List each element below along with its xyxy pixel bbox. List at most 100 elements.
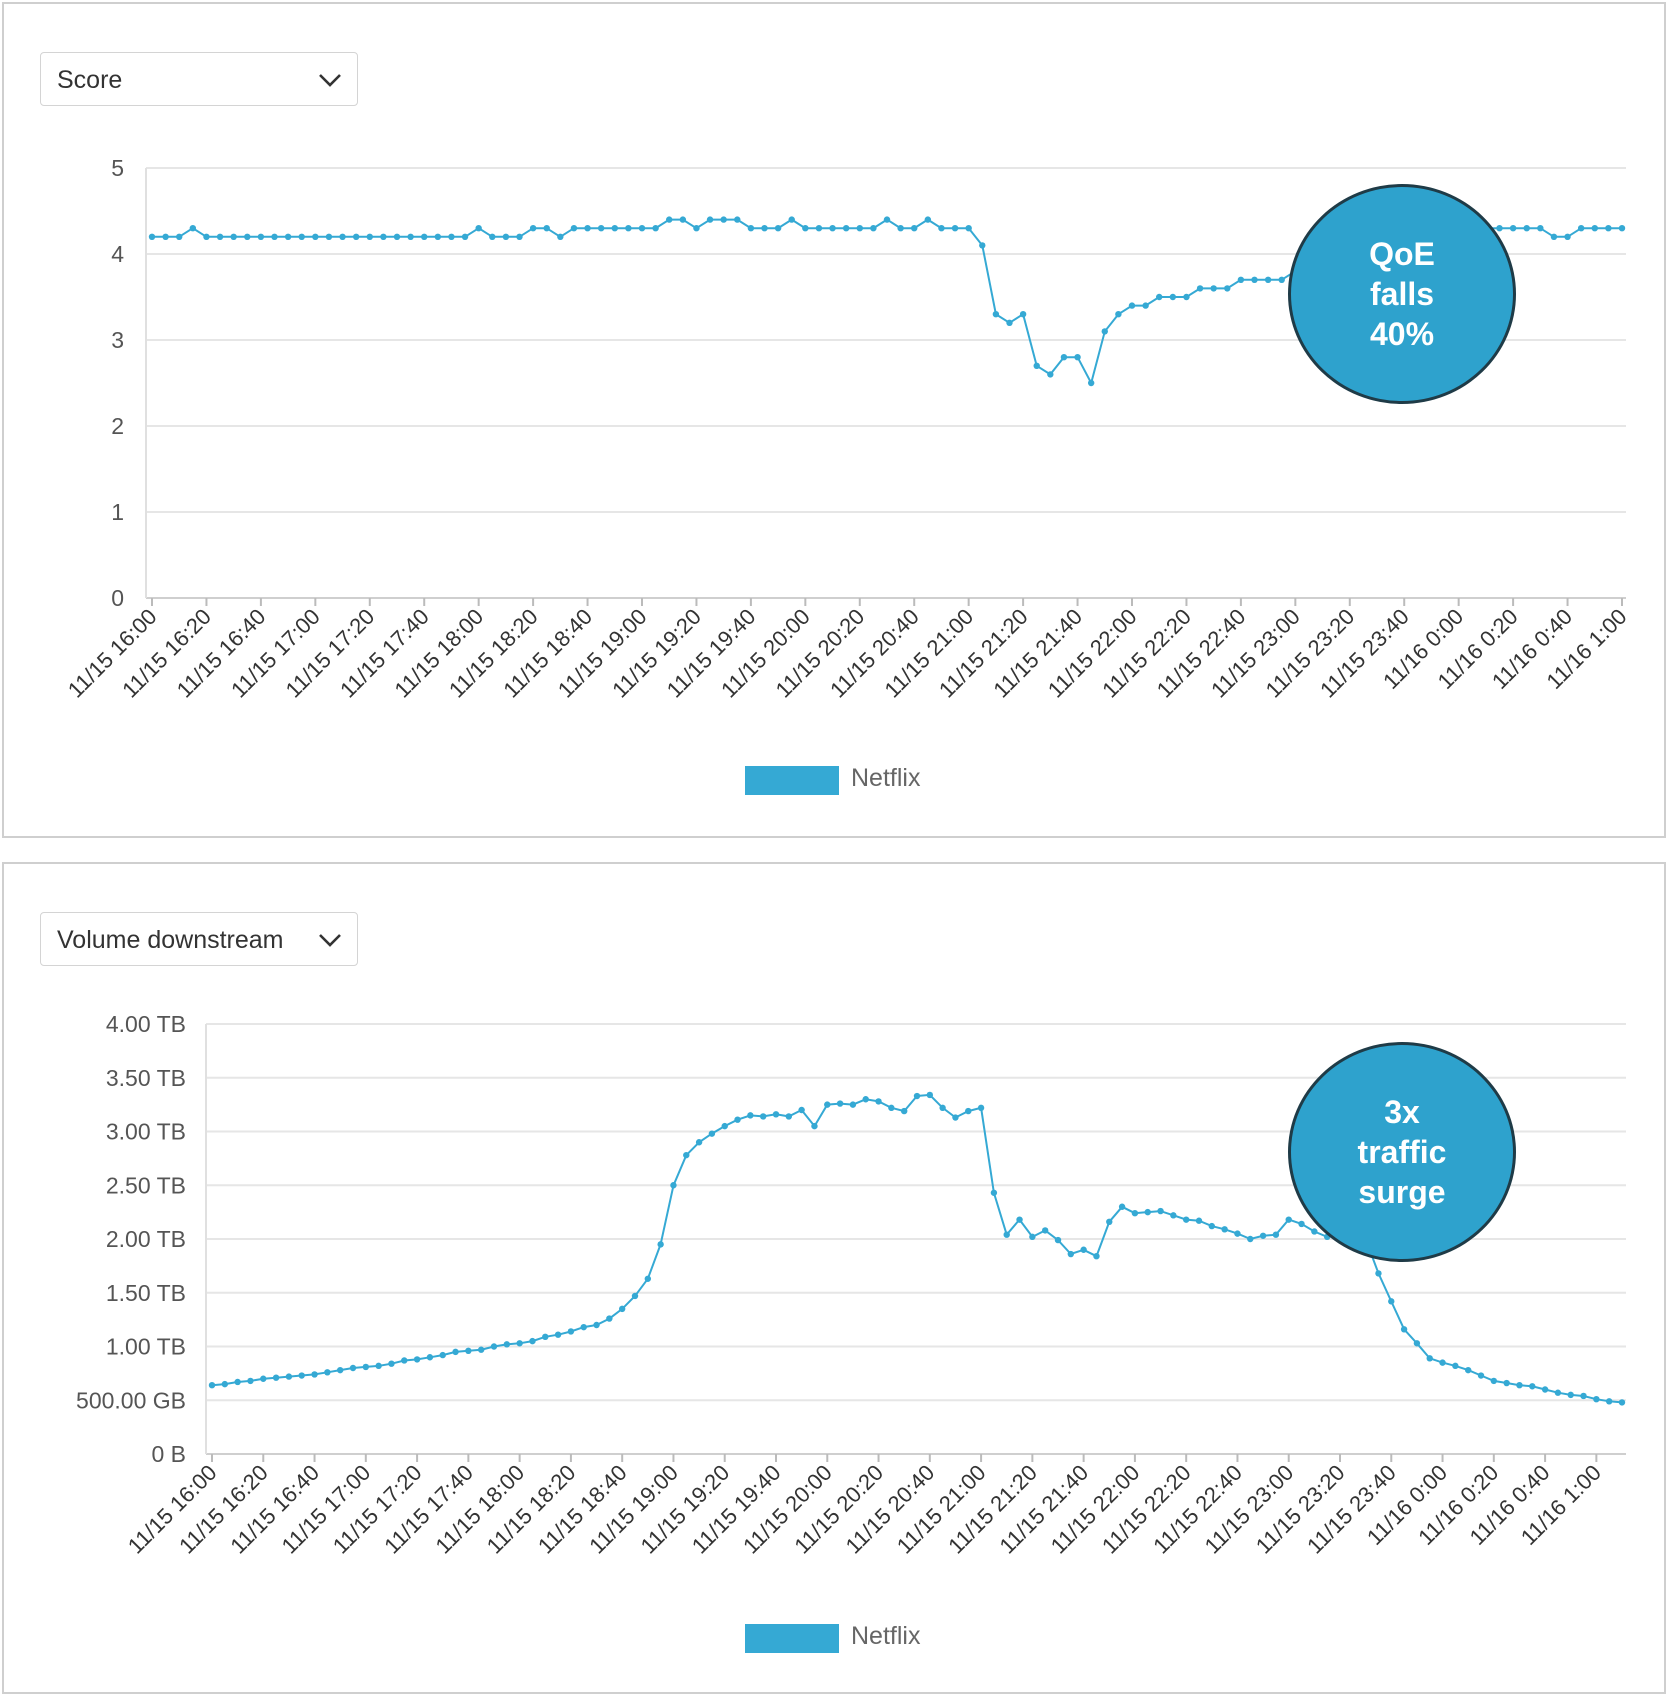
y-tick-label: 2.50 TB bbox=[106, 1172, 186, 1198]
data-point bbox=[706, 216, 714, 223]
data-point bbox=[774, 225, 782, 232]
data-point bbox=[189, 225, 197, 232]
y-tick-label: 4.00 TB bbox=[106, 1011, 186, 1037]
data-point bbox=[413, 1356, 421, 1363]
data-point bbox=[489, 233, 496, 240]
y-tick-label: 3.50 TB bbox=[106, 1065, 186, 1091]
data-point bbox=[1006, 319, 1013, 326]
data-point bbox=[1234, 1230, 1241, 1237]
data-point bbox=[824, 1101, 831, 1108]
data-point bbox=[1016, 1216, 1023, 1223]
data-point bbox=[1118, 1203, 1126, 1210]
data-point bbox=[911, 225, 918, 232]
data-point bbox=[785, 1113, 793, 1120]
data-point bbox=[1580, 1392, 1587, 1400]
data-point bbox=[352, 233, 360, 240]
data-point bbox=[1509, 225, 1517, 232]
data-point bbox=[1237, 276, 1245, 283]
data-point bbox=[631, 1292, 639, 1300]
data-point bbox=[815, 225, 823, 232]
data-point bbox=[1067, 1250, 1075, 1258]
data-point bbox=[913, 1092, 921, 1100]
data-point bbox=[477, 1346, 485, 1353]
data-point bbox=[407, 233, 414, 240]
data-point bbox=[900, 1107, 908, 1115]
data-point bbox=[434, 233, 442, 240]
data-point bbox=[798, 1106, 805, 1114]
data-point bbox=[683, 1151, 690, 1159]
data-point bbox=[490, 1343, 498, 1350]
y-tick-label: 0 bbox=[111, 585, 124, 611]
data-point bbox=[1157, 1207, 1164, 1215]
data-point bbox=[618, 1305, 626, 1313]
data-point bbox=[543, 225, 550, 232]
data-point bbox=[542, 1333, 549, 1341]
data-point bbox=[1593, 1395, 1600, 1403]
data-point bbox=[679, 216, 687, 223]
data-point bbox=[611, 225, 618, 232]
data-point bbox=[1272, 1231, 1280, 1238]
data-point bbox=[759, 1113, 767, 1120]
y-tick-label: 2 bbox=[111, 413, 124, 439]
data-point bbox=[1285, 1216, 1292, 1223]
data-point bbox=[657, 1241, 664, 1248]
data-point bbox=[856, 225, 863, 232]
data-point bbox=[979, 242, 986, 249]
metric-dropdown[interactable]: Score bbox=[40, 52, 358, 106]
data-point bbox=[1251, 276, 1258, 283]
data-point bbox=[503, 1341, 511, 1348]
y-tick-label: 1.00 TB bbox=[106, 1334, 186, 1360]
data-point bbox=[1003, 1231, 1010, 1238]
data-point bbox=[580, 1323, 587, 1331]
data-point bbox=[1019, 311, 1027, 318]
data-point bbox=[1413, 1340, 1421, 1347]
data-point bbox=[216, 233, 224, 240]
data-point bbox=[1537, 225, 1544, 232]
data-point bbox=[870, 225, 877, 232]
data-point bbox=[1264, 276, 1272, 283]
data-point bbox=[862, 1096, 869, 1103]
data-point bbox=[1529, 1383, 1536, 1390]
data-point bbox=[811, 1122, 818, 1130]
data-point bbox=[1496, 225, 1503, 232]
data-point bbox=[951, 225, 959, 232]
data-point bbox=[802, 225, 809, 232]
data-point bbox=[644, 1275, 652, 1282]
data-point bbox=[1523, 225, 1530, 232]
data-point bbox=[312, 233, 319, 240]
score-chart-panel: Score 0 1 2 3 4 5 11/15 16:00 11/15 16:20 11/15 … bbox=[2, 2, 1666, 838]
data-point bbox=[670, 1182, 677, 1189]
data-point bbox=[247, 1377, 254, 1385]
data-point bbox=[1142, 302, 1149, 309]
data-point bbox=[230, 233, 237, 240]
metric-dropdown[interactable]: Volume downstream bbox=[40, 912, 358, 966]
data-point bbox=[1196, 285, 1204, 292]
data-point bbox=[638, 225, 646, 232]
legend-swatch bbox=[745, 1624, 839, 1653]
data-point bbox=[570, 225, 578, 232]
metric-dropdown-value: Volume downstream bbox=[57, 926, 284, 954]
data-point bbox=[1541, 1386, 1549, 1393]
data-point bbox=[1278, 276, 1285, 283]
data-point bbox=[1605, 1398, 1613, 1405]
data-point bbox=[772, 1111, 780, 1118]
data-point bbox=[285, 1373, 293, 1380]
data-point bbox=[939, 1104, 946, 1112]
data-point bbox=[734, 1116, 741, 1123]
data-point bbox=[1060, 354, 1068, 361]
y-tick-label: 3 bbox=[111, 327, 124, 353]
data-point bbox=[203, 233, 210, 240]
data-point bbox=[625, 225, 632, 232]
data-point bbox=[393, 233, 401, 240]
callout-bubble: QoE falls 40% bbox=[1288, 184, 1516, 404]
data-point bbox=[836, 1100, 844, 1107]
legend-label: Netflix bbox=[851, 1622, 921, 1650]
data-point bbox=[380, 233, 387, 240]
data-point bbox=[1115, 311, 1122, 318]
data-point bbox=[977, 1104, 985, 1112]
data-point bbox=[516, 233, 523, 240]
data-point bbox=[1128, 302, 1136, 309]
data-point bbox=[593, 1321, 600, 1329]
data-point bbox=[567, 1328, 575, 1335]
